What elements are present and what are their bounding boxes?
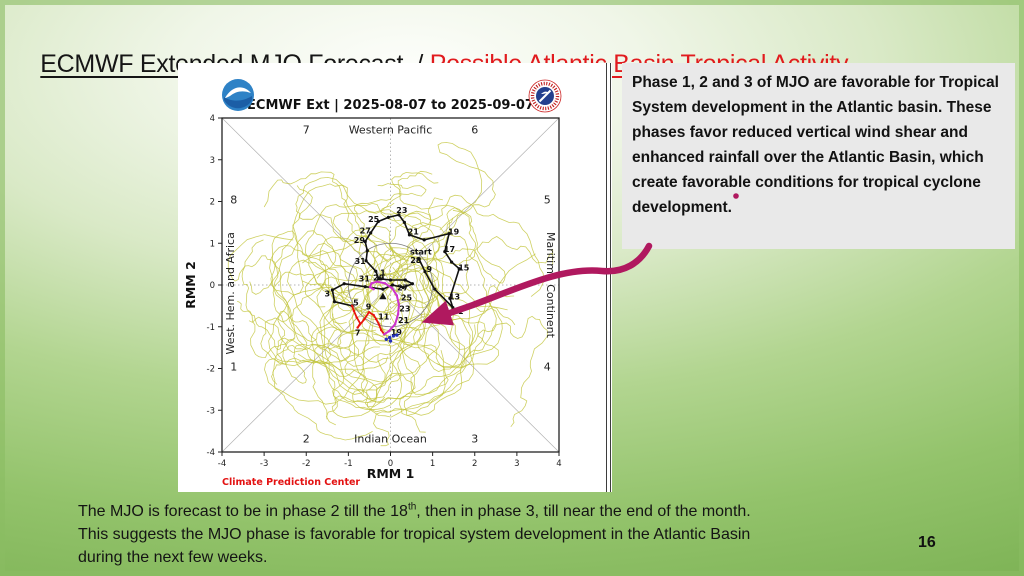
svg-text:5: 5 xyxy=(353,299,359,308)
svg-text:1: 1 xyxy=(430,459,435,469)
svg-text:3: 3 xyxy=(471,433,478,446)
bottom-caption-post: , then in phase 3, till near the end of … xyxy=(78,503,751,566)
svg-text:17: 17 xyxy=(444,245,455,254)
svg-text:19: 19 xyxy=(391,328,403,337)
svg-text:1: 1 xyxy=(230,360,237,373)
svg-text:2: 2 xyxy=(210,198,215,208)
svg-text:-3: -3 xyxy=(260,459,268,469)
svg-text:6: 6 xyxy=(471,124,478,137)
svg-text:4: 4 xyxy=(556,459,561,469)
nws-logo xyxy=(528,79,562,113)
svg-text:-2: -2 xyxy=(302,459,310,469)
svg-text:11: 11 xyxy=(378,313,390,322)
svg-text:27: 27 xyxy=(397,284,408,293)
bottom-caption: The MJO is forecast to be in phase 2 til… xyxy=(78,500,784,569)
note-text: Phase 1, 2 and 3 of MJO are favorable fo… xyxy=(632,74,999,216)
svg-text:25: 25 xyxy=(401,294,413,303)
page-number: 16 xyxy=(918,534,936,551)
svg-text:Climate Prediction Center: Climate Prediction Center xyxy=(222,477,360,488)
svg-text:21: 21 xyxy=(398,316,410,325)
svg-text:3: 3 xyxy=(325,289,331,298)
svg-text:-3: -3 xyxy=(207,406,215,416)
svg-text:ECMWF Ext | 2025-08-07 to 2025: ECMWF Ext | 2025-08-07 to 2025-09-07 xyxy=(247,98,534,113)
bottom-caption-pre: The MJO is forecast to be in phase 2 til… xyxy=(78,503,408,520)
svg-text:29: 29 xyxy=(354,236,366,245)
svg-text:RMM 1: RMM 1 xyxy=(367,466,415,481)
svg-text:0: 0 xyxy=(210,281,215,291)
svg-text:19: 19 xyxy=(448,228,460,237)
mjo-phase-diagram-panel: -4 -4 -3 -3 -2 -2 -1 -1 0 0 1 1 2 2 3 3 4 4 7 6 8 5 1 4 2 3 Wester… xyxy=(178,63,612,492)
svg-text:0: 0 xyxy=(388,459,393,469)
svg-text:1: 1 xyxy=(380,268,386,277)
svg-text:-4: -4 xyxy=(218,459,226,469)
svg-text:13: 13 xyxy=(449,293,460,302)
svg-text:9: 9 xyxy=(366,303,372,312)
svg-text:-1: -1 xyxy=(207,323,215,333)
svg-text:7: 7 xyxy=(303,124,310,137)
svg-text:7: 7 xyxy=(355,329,361,338)
svg-text:-2: -2 xyxy=(207,365,215,375)
svg-text:3: 3 xyxy=(210,156,215,166)
svg-text:23: 23 xyxy=(396,206,407,215)
svg-text:9: 9 xyxy=(426,265,432,274)
svg-text:31: 31 xyxy=(355,257,367,266)
svg-text:2: 2 xyxy=(303,433,310,446)
svg-text:8: 8 xyxy=(230,193,237,206)
svg-text:15: 15 xyxy=(458,263,470,272)
svg-text:Western Pacific: Western Pacific xyxy=(349,124,433,137)
svg-text:25: 25 xyxy=(368,215,380,224)
svg-text:-1: -1 xyxy=(344,459,352,469)
svg-text:-4: -4 xyxy=(207,448,215,458)
svg-text:11: 11 xyxy=(452,307,464,316)
svg-text:1: 1 xyxy=(210,239,215,249)
svg-text:start: start xyxy=(410,248,432,257)
svg-text:4: 4 xyxy=(544,360,551,373)
bottom-caption-sup: th xyxy=(407,501,417,513)
svg-text:West. Hem. and Africa: West. Hem. and Africa xyxy=(224,232,237,354)
svg-text:31: 31 xyxy=(359,274,371,283)
svg-text:Indian Ocean: Indian Ocean xyxy=(354,433,427,446)
svg-text:29: 29 xyxy=(373,273,385,282)
svg-text:21: 21 xyxy=(408,228,420,237)
svg-text:Maritime Continent: Maritime Continent xyxy=(544,232,557,339)
svg-text:3: 3 xyxy=(514,459,519,469)
svg-text:2: 2 xyxy=(472,459,477,469)
svg-text:RMM 2: RMM 2 xyxy=(183,261,198,309)
svg-text:28: 28 xyxy=(410,256,422,265)
svg-text:4: 4 xyxy=(210,114,215,124)
note-box: Phase 1, 2 and 3 of MJO are favorable fo… xyxy=(622,63,1015,249)
svg-text:23: 23 xyxy=(399,304,410,313)
svg-text:5: 5 xyxy=(544,193,551,206)
noaa-logo xyxy=(222,79,254,111)
svg-text:27: 27 xyxy=(360,227,371,236)
